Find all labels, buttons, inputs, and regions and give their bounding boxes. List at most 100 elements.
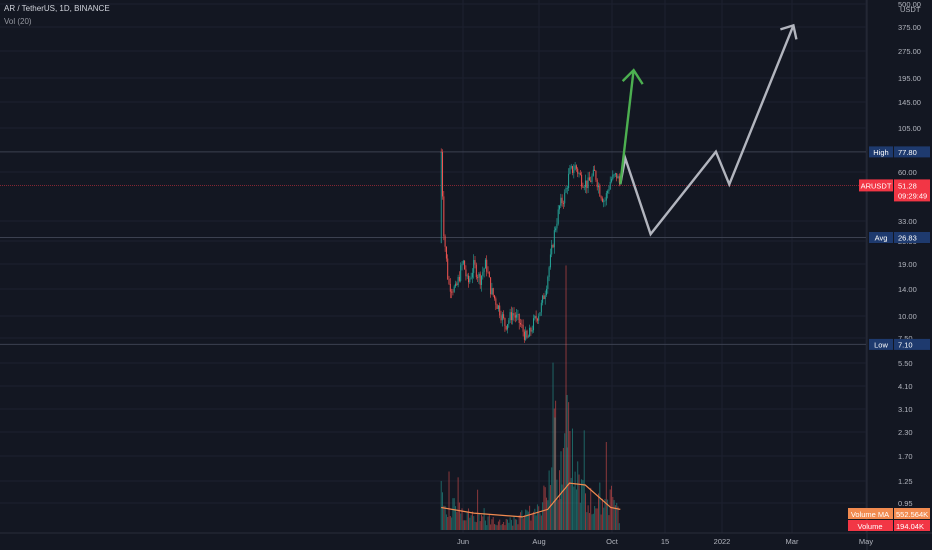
- chart-symbol-title[interactable]: AR / TetherUS, 1D, BINANCE: [4, 4, 110, 13]
- candle-body: [448, 278, 450, 284]
- candle-body: [488, 272, 490, 278]
- volume-bar: [484, 520, 486, 530]
- volume-bar: [478, 513, 480, 530]
- candle-body: [562, 203, 564, 204]
- candle-body: [523, 331, 525, 340]
- candle-body: [544, 295, 546, 299]
- volume-bar: [553, 408, 555, 530]
- candle-body: [557, 209, 559, 224]
- volume-bar: [577, 461, 579, 530]
- volume-bar: [518, 515, 520, 530]
- volume-bar: [445, 514, 447, 530]
- volume-bar: [536, 504, 538, 530]
- candle-body: [456, 283, 458, 285]
- volume-bar: [501, 523, 503, 530]
- volume-bar: [594, 506, 596, 530]
- volume-bar: [510, 519, 512, 530]
- x-tick-label: Aug: [532, 537, 545, 546]
- candle-body: [477, 277, 479, 278]
- candle-body: [594, 169, 596, 171]
- volume-bar: [548, 470, 550, 530]
- candle-body: [587, 177, 589, 189]
- candle-body: [577, 168, 579, 174]
- candle-body: [614, 173, 616, 175]
- volume-bar: [488, 514, 490, 530]
- candle-body: [552, 244, 554, 248]
- volume-bar: [566, 395, 568, 530]
- candle-body: [546, 288, 548, 296]
- volume-bar: [551, 467, 553, 530]
- volume-bar: [560, 451, 562, 530]
- candle-body: [569, 167, 571, 174]
- candle-body: [499, 305, 501, 316]
- y-tick-label: 3.10: [898, 405, 913, 414]
- candle-body: [525, 330, 527, 340]
- candle-body: [455, 283, 457, 287]
- candle-body: [564, 192, 566, 204]
- volume-bar: [533, 511, 535, 530]
- candle-body: [601, 198, 603, 202]
- volume-bar: [617, 506, 619, 530]
- candle-body: [468, 275, 470, 283]
- badge-high-value-bg: [894, 146, 930, 158]
- x-tick-label: Oct: [606, 537, 619, 546]
- volume-bar: [494, 524, 496, 530]
- volume-bar: [583, 430, 585, 530]
- volume-indicator-label[interactable]: Vol (20): [4, 17, 32, 26]
- volume-bar: [564, 433, 566, 530]
- candle-body: [526, 330, 528, 338]
- y-tick-label: 14.00: [898, 285, 917, 294]
- candle-body: [475, 264, 477, 278]
- volume-bar: [586, 512, 588, 530]
- volume-bar: [582, 480, 584, 530]
- candle-body: [585, 180, 587, 188]
- y-tick-label: 5.50: [898, 359, 913, 368]
- volume-bar: [503, 522, 505, 530]
- volume-badge-label: Volume: [857, 522, 882, 531]
- badge-low-value-bg: [894, 338, 930, 350]
- candle-body: [527, 336, 529, 338]
- candle-body: [586, 180, 588, 189]
- candle-body: [617, 176, 619, 179]
- candle-body: [453, 286, 455, 292]
- volume-bar: [442, 492, 444, 530]
- volume-ma-line: [441, 482, 621, 518]
- volume-bar: [538, 506, 540, 530]
- candle-body: [578, 173, 580, 174]
- candle-body: [505, 325, 507, 330]
- volume-bar: [575, 489, 577, 530]
- volume-bar: [546, 497, 548, 530]
- volume-bar: [505, 518, 507, 530]
- volume-bar: [613, 500, 615, 530]
- volume-bar: [531, 513, 533, 530]
- candle-body: [522, 324, 524, 332]
- volume-badge-label: Volume MA: [851, 510, 889, 519]
- volume-bar: [462, 520, 464, 530]
- y-tick-label: 195.00: [898, 74, 921, 83]
- y-tick-label: 19.00: [898, 260, 917, 269]
- volume-bar: [469, 517, 471, 530]
- volume-bar: [614, 505, 616, 530]
- projection-arrowhead-green: [621, 68, 644, 85]
- candle-body: [487, 271, 489, 273]
- candle-body: [547, 276, 549, 289]
- volume-bar: [464, 520, 466, 530]
- candle-body: [542, 295, 544, 303]
- volume-bar: [600, 514, 602, 530]
- volume-bar: [559, 470, 561, 530]
- candle-body: [574, 165, 576, 171]
- volume-bar: [581, 479, 583, 530]
- volume-bar: [451, 517, 453, 530]
- candle-body: [492, 288, 494, 296]
- volume-bar: [562, 448, 564, 530]
- y-tick-label: 10.00: [898, 312, 917, 321]
- y-axis-currency: USDT: [900, 5, 921, 14]
- candle-body: [540, 302, 542, 313]
- y-tick-label: 4.10: [898, 382, 913, 391]
- volume-bar: [487, 516, 489, 530]
- volume-bar: [471, 511, 473, 530]
- candle-body: [543, 295, 545, 299]
- volume-bar: [483, 508, 485, 530]
